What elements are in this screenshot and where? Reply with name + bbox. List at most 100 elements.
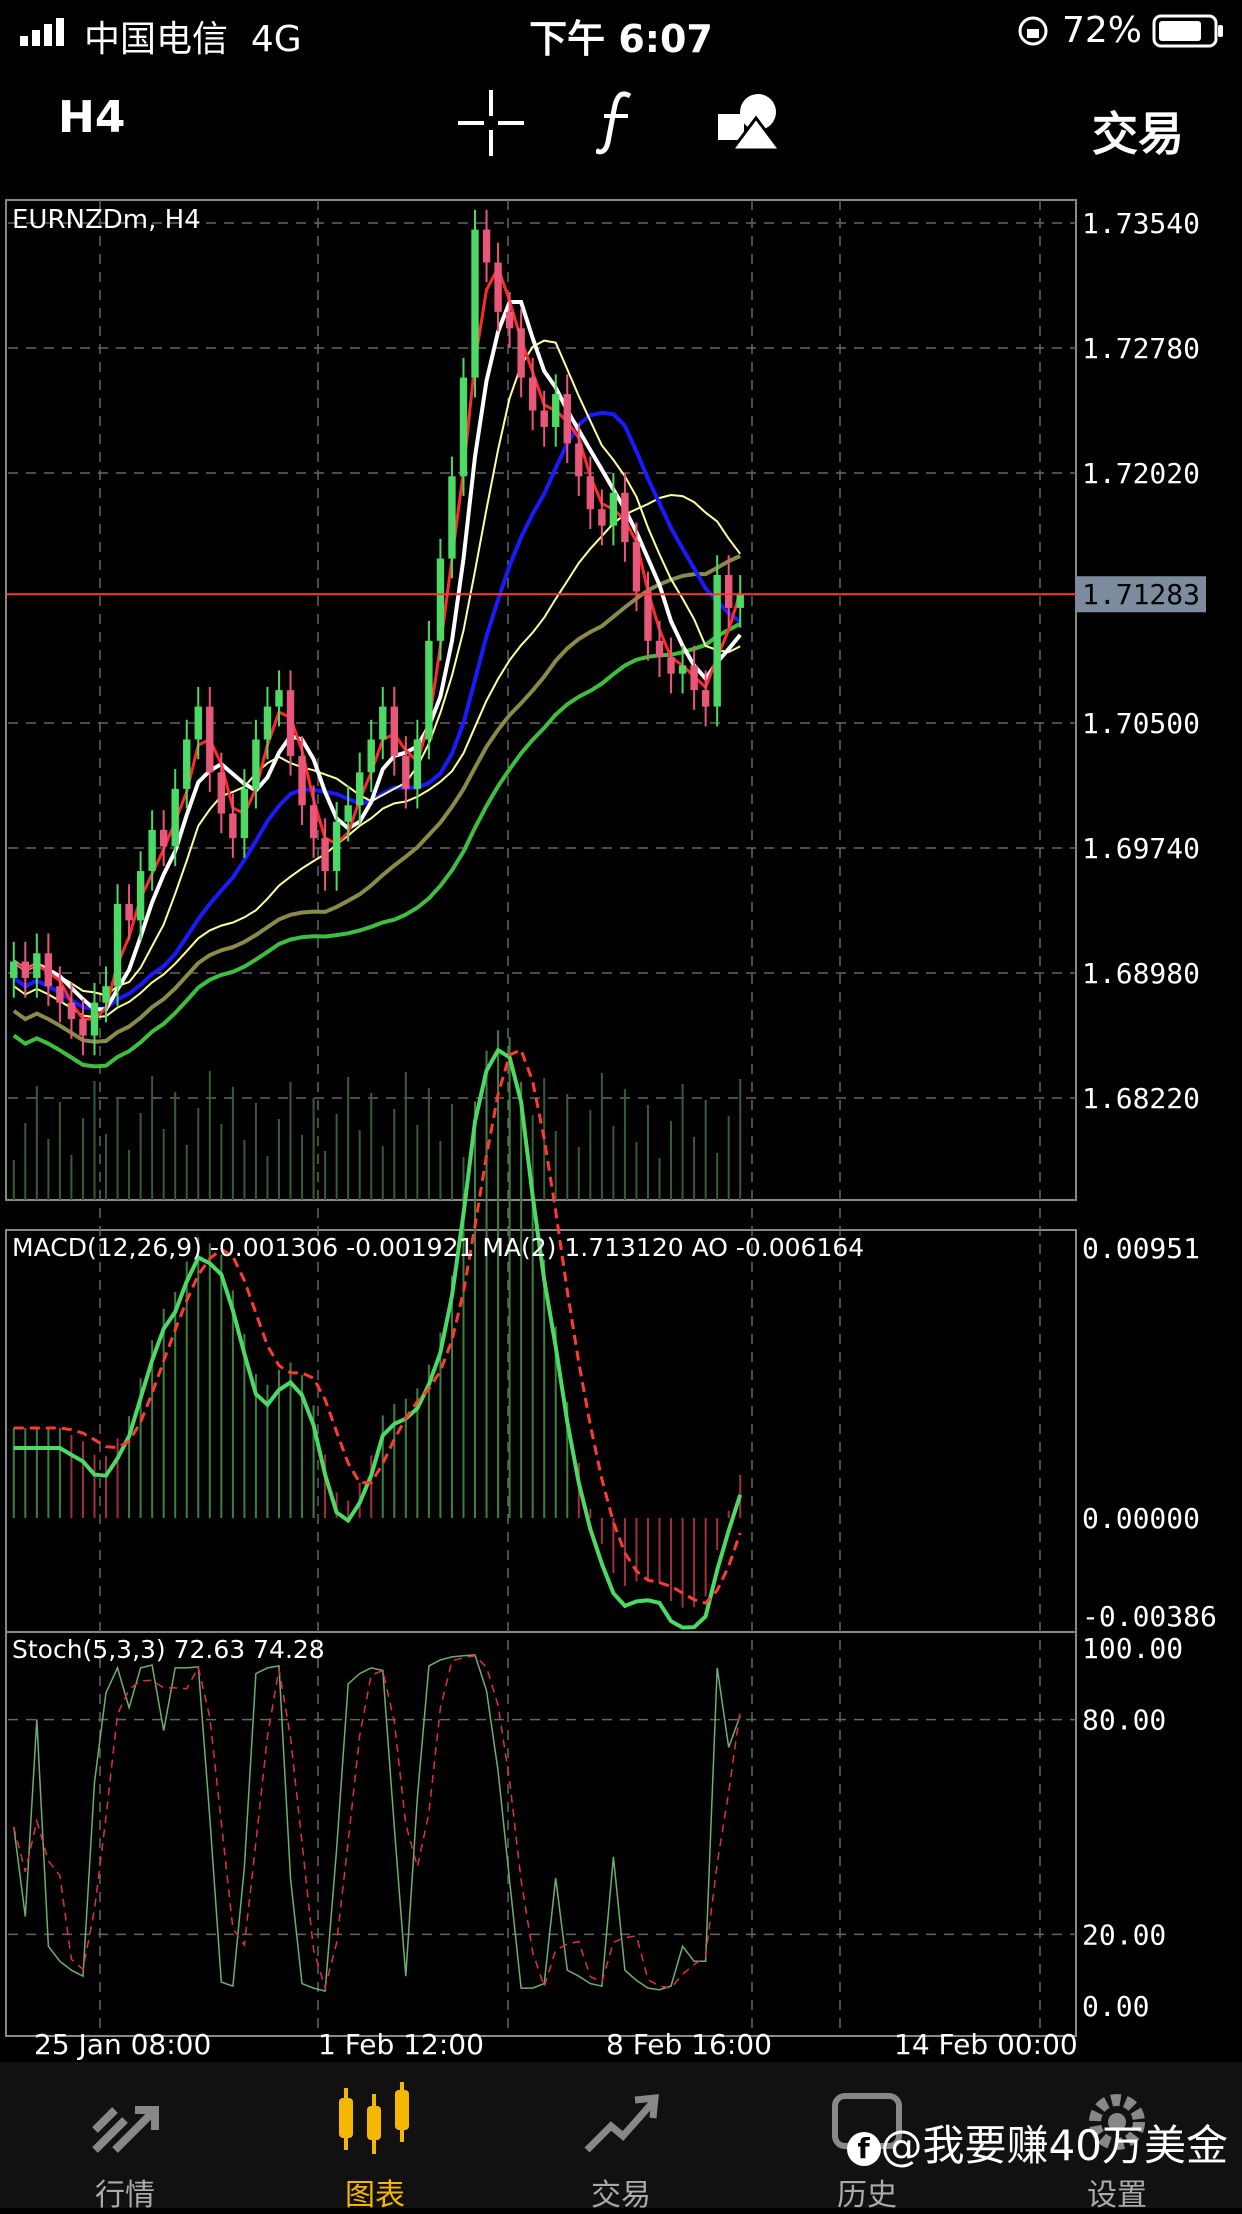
- date-tick-label: 1 Feb 12:00: [318, 2028, 484, 2061]
- candle-body: [21, 961, 29, 978]
- candle-body: [563, 394, 571, 444]
- objects-icon[interactable]: [716, 90, 782, 156]
- candle-body: [390, 706, 398, 756]
- ma-red-line: [12, 264, 742, 1021]
- candle-body: [621, 492, 629, 543]
- price-tick-label: 1.69740: [1082, 832, 1200, 865]
- rotation-lock-icon: [1018, 16, 1048, 46]
- candle-body: [448, 476, 456, 559]
- candle-body: [206, 706, 214, 773]
- tab-quotes-label: 行情: [95, 2178, 155, 2213]
- candle-body: [436, 558, 445, 641]
- date-axis-labels: 25 Jan 08:00 1 Feb 12:00 8 Feb 16:00 14 Feb…: [34, 2028, 1078, 2061]
- candle-body: [10, 961, 18, 978]
- signal-icon: [20, 18, 64, 46]
- candle-body: [344, 805, 352, 822]
- macd-signal-line: [13, 1048, 742, 1605]
- candle-body: [471, 229, 479, 378]
- tab-history[interactable]: 历史: [742, 2062, 992, 2213]
- candle-body: [79, 1019, 87, 1036]
- candle-body: [379, 706, 387, 740]
- candle-body: [609, 492, 618, 526]
- battery-percent: 72%: [1061, 10, 1142, 51]
- candle-body: [286, 690, 295, 756]
- candle-body: [67, 1002, 76, 1020]
- facebook-icon: f: [846, 2131, 881, 2166]
- candle-body: [482, 229, 491, 263]
- candle-body: [725, 575, 733, 608]
- moving-averages: [12, 264, 742, 1069]
- candle-body: [644, 591, 652, 641]
- candle-body: [598, 509, 606, 526]
- stoch-tick-label: 80.00: [1082, 1704, 1166, 1737]
- candle-body: [713, 575, 721, 707]
- tab-trade[interactable]: 交易: [496, 2062, 746, 2213]
- candle-body: [367, 739, 375, 773]
- date-tick-label: 14 Feb 00:00: [894, 2028, 1078, 2061]
- candle-body: [632, 542, 641, 592]
- candle-body: [356, 772, 364, 806]
- price-tick-label: 1.70500: [1082, 707, 1200, 740]
- candle-body: [655, 640, 664, 658]
- candle-body: [56, 986, 64, 1003]
- tab-chart-label: 图表: [345, 2178, 405, 2213]
- lower-panels-frame: [5, 1229, 1077, 2037]
- candle-body: [459, 377, 468, 477]
- price-tick-label: 1.68220: [1082, 1082, 1200, 1115]
- volume-bars: [12, 1071, 742, 1200]
- quotes-icon: [92, 2106, 159, 2153]
- ma-white-line: [12, 300, 742, 1012]
- trade-button[interactable]: 交易: [1092, 107, 1184, 161]
- candles: [10, 209, 744, 1056]
- candle-body: [298, 755, 306, 806]
- candle-body: [240, 788, 249, 839]
- status-bar: 中国电信 4G 下午 6:07 72%: [0, 0, 1242, 62]
- stoch-label: Stoch(5,3,3) 72.63 74.28: [12, 1635, 325, 1664]
- chart-canvas[interactable]: 1.71283 EURNZDm, H4 MACD(12,26,9) -0.001…: [0, 192, 1242, 2062]
- candle-body: [194, 706, 202, 740]
- candle-body: [113, 903, 122, 987]
- candle-body: [494, 262, 502, 312]
- stoch-tick-label: 0.00: [1082, 1990, 1149, 2023]
- battery-icon: [1152, 14, 1223, 48]
- candle-body: [148, 829, 156, 872]
- candle-body: [33, 953, 41, 978]
- chart-area[interactable]: 1.71283 EURNZDm, H4 MACD(12,26,9) -0.001…: [0, 192, 1242, 2062]
- bottom-tab-bar: 行情 图表 交易 历史 设置: [0, 2062, 1242, 2213]
- stoch-d-line: [13, 1655, 741, 1991]
- ma-blue-line: [12, 410, 742, 1011]
- ma-green-line: [12, 621, 742, 1069]
- candle-body: [540, 410, 548, 427]
- candle-body: [701, 690, 710, 707]
- candle-body: [517, 328, 525, 378]
- candle-body: [690, 665, 698, 691]
- trade-icon: [584, 2094, 659, 2153]
- tab-chart[interactable]: 图表: [250, 2062, 500, 2213]
- tab-settings[interactable]: 设置: [992, 2062, 1242, 2213]
- ma-yellow-line: [13, 493, 741, 1019]
- macd-tick-label: -0.00386: [1082, 1600, 1217, 1633]
- crosshair-icon[interactable]: [458, 90, 524, 156]
- chart-icon: [339, 2082, 409, 2154]
- function-icon[interactable]: [596, 90, 636, 156]
- watermark: f @我要赚40万美金: [846, 2112, 1228, 2173]
- candle-body: [321, 838, 329, 872]
- candle-body: [425, 640, 433, 740]
- price-axis-labels: 1.73540 1.72780 1.72020 1.70500 1.69740 1.689…: [1082, 207, 1217, 2023]
- ma-yellow-fast-line: [13, 339, 741, 997]
- status-time: 下午 6:07: [529, 17, 713, 61]
- tab-history-label: 历史: [837, 2178, 897, 2213]
- candle-body: [586, 476, 595, 510]
- tab-quotes[interactable]: 行情: [0, 2062, 250, 2213]
- candle-body: [90, 1002, 99, 1036]
- current-price-badge: [1076, 576, 1206, 613]
- stoch-tick-label: 100.00: [1082, 1632, 1183, 1665]
- timeframe-button[interactable]: H4: [58, 92, 126, 143]
- candle-body: [575, 443, 583, 477]
- candle-body: [159, 829, 168, 847]
- price-tick-label: 1.68980: [1082, 957, 1200, 990]
- price-tick-label: 1.73540: [1082, 207, 1200, 240]
- candle-body: [125, 903, 133, 921]
- macd-tick-label: 0.00000: [1082, 1502, 1200, 1535]
- candle-body: [528, 377, 537, 411]
